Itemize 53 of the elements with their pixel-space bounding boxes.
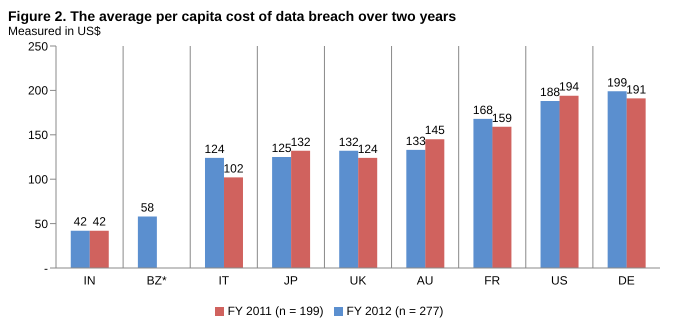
- bar: [339, 150, 358, 268]
- x-tick-label: DE: [618, 274, 635, 288]
- y-tick-label: -: [44, 261, 48, 276]
- bar: [626, 98, 646, 268]
- x-tick-label: IN: [84, 274, 96, 288]
- bar: [425, 139, 444, 268]
- bar: [272, 157, 292, 268]
- x-tick-label: FR: [484, 274, 501, 288]
- data-label: 194: [559, 80, 580, 94]
- data-label: 124: [358, 142, 378, 156]
- data-label: 125: [272, 141, 292, 155]
- data-label: 168: [472, 102, 494, 117]
- data-label: 102: [223, 161, 244, 176]
- data-label: 188: [540, 85, 560, 100]
- y-tick-label: 250: [28, 39, 48, 54]
- data-label: 159: [492, 110, 512, 125]
- bar: [224, 177, 243, 268]
- bar: [90, 230, 109, 268]
- data-label: 199: [607, 75, 628, 90]
- x-tick-label: IT: [218, 274, 230, 288]
- x-tick-label: BZ*: [146, 274, 167, 288]
- bar: [492, 126, 512, 268]
- chart-subtitle: Measured in US$: [8, 24, 102, 38]
- data-label: 58: [140, 200, 154, 214]
- bar: [70, 230, 90, 268]
- bar: [406, 150, 426, 268]
- bar: [358, 158, 378, 268]
- legend-label: FY 2012 (n = 277): [346, 304, 444, 318]
- data-label: 191: [626, 82, 646, 96]
- data-label: 132: [290, 134, 311, 149]
- bar: [540, 101, 560, 268]
- y-tick-label: 100: [28, 172, 48, 186]
- data-label: 124: [204, 142, 225, 156]
- data-label: 133: [406, 134, 426, 148]
- data-label: 42: [74, 214, 88, 229]
- bar: [473, 118, 492, 268]
- x-tick-label: JP: [284, 274, 298, 288]
- y-tick-label: 200: [28, 84, 48, 98]
- legend-label: FY 2011 (n = 199): [228, 304, 324, 318]
- data-label: 132: [338, 134, 360, 149]
- bar: [291, 150, 310, 268]
- bar: [138, 216, 157, 268]
- chart-title: Figure 2. The average per capita cost of data breach over two years: [8, 8, 458, 24]
- x-tick-label: US: [550, 274, 568, 288]
- y-tick-label: 50: [34, 216, 48, 231]
- x-tick-label: AU: [416, 274, 434, 288]
- data-label: 145: [424, 123, 446, 138]
- data-label: 42: [92, 214, 106, 229]
- bar: [204, 158, 224, 268]
- x-tick-label: UK: [350, 274, 366, 288]
- bar: [608, 91, 627, 268]
- y-tick-label: 150: [28, 128, 48, 142]
- bar: [560, 96, 579, 268]
